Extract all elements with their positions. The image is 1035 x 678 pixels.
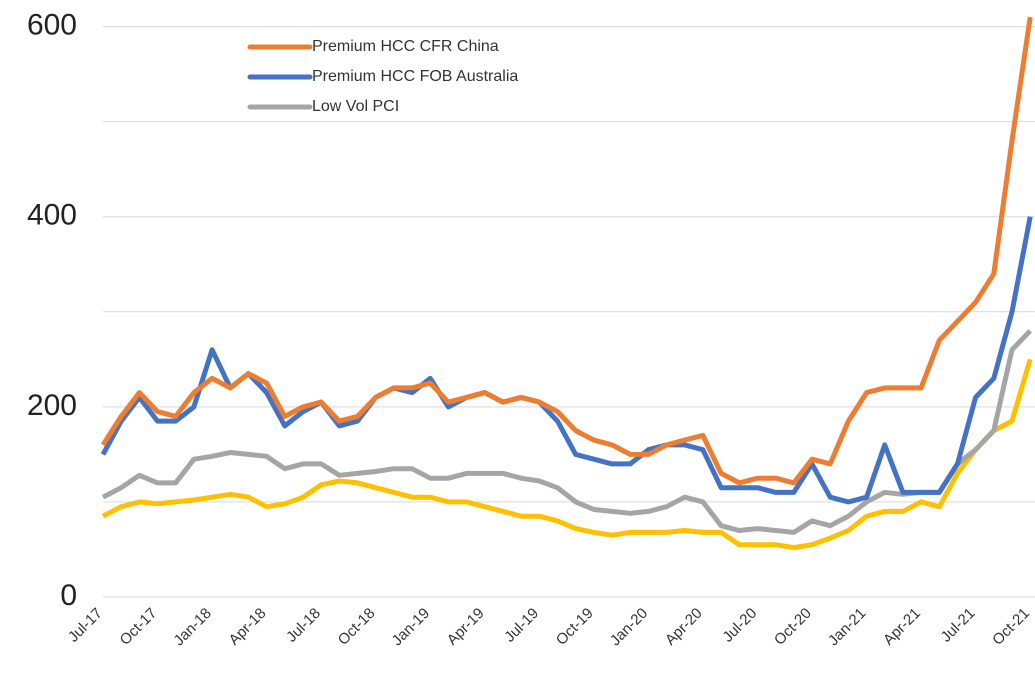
x-tick-label: Oct-19 [553,605,597,649]
y-tick-label: 0 [60,579,77,612]
x-tick-label: Apr-21 [880,605,924,649]
x-tick-label: Jan-21 [825,605,869,649]
x-tick-label: Jul-18 [283,605,324,646]
x-tick-label: Jan-18 [170,605,214,649]
x-tick-label: Jan-20 [607,605,651,649]
legend-label: Premium HCC FOB Australia [312,68,518,85]
legend-label: Low Vol PCI [312,98,399,115]
x-tick-label: Oct-21 [989,605,1033,649]
series-line [100,16,1033,486]
series-line [101,329,1033,535]
x-tick-label: Apr-20 [662,605,706,649]
x-tick-label: Oct-18 [335,605,379,649]
x-tick-label: Oct-20 [771,605,815,649]
legend-label: Premium HCC CFR China [312,38,499,55]
y-tick-label: 200 [27,389,77,422]
y-tick-label: 400 [27,199,77,232]
series-line [100,216,1033,505]
x-tick-label: Apr-19 [444,605,488,649]
x-tick-label: Oct-17 [117,605,161,649]
x-tick-label: Apr-18 [226,605,270,649]
x-tick-label: Jul-19 [501,605,542,646]
x-tick-label: Jul-20 [719,605,760,646]
x-tick-label: Jan-19 [389,605,433,649]
y-tick-label: 600 [27,9,77,42]
x-tick-label: Jul-21 [938,605,979,646]
series-line [101,358,1033,551]
